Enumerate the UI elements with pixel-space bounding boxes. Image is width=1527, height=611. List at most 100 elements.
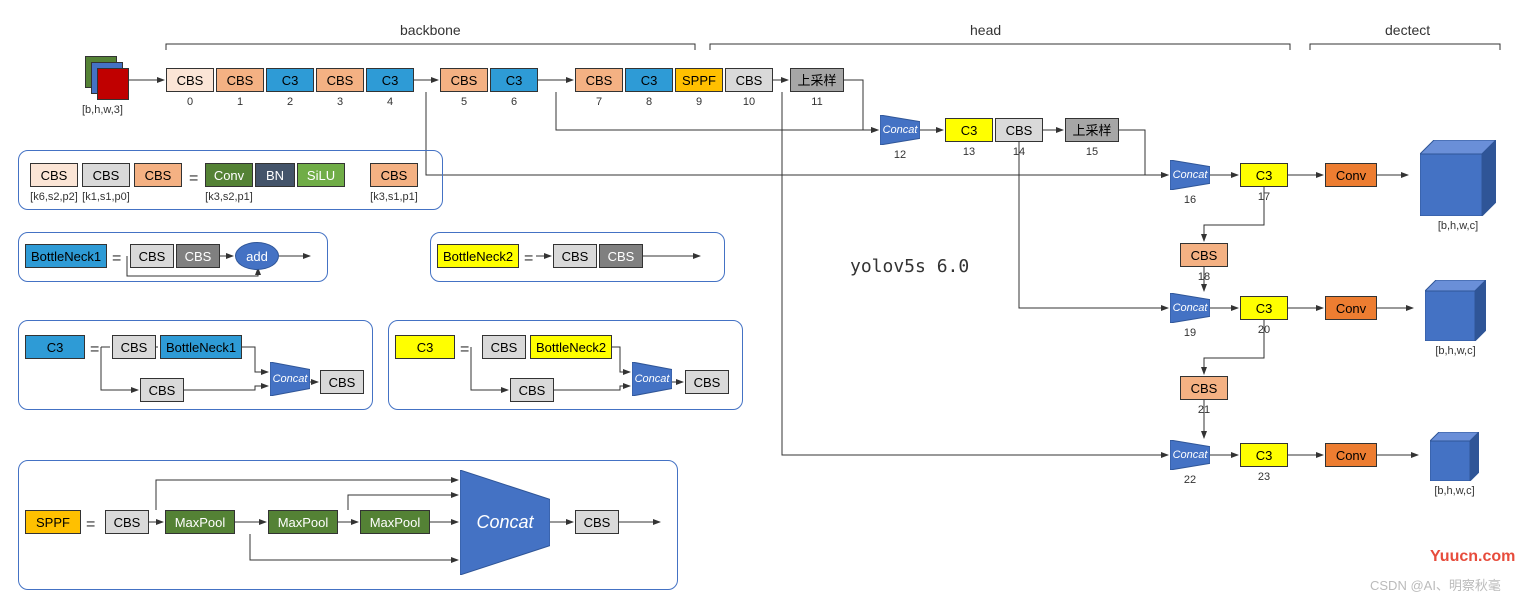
c3cyan-bn-bottleneck1: BottleNeck1 xyxy=(160,335,242,359)
block-index-15: 15 xyxy=(1065,146,1119,158)
backbone-block-6-c3: C3 xyxy=(490,68,538,92)
head-block-11-上采样: 上采样 xyxy=(790,68,844,92)
head-concat-19: Concat xyxy=(1170,293,1210,323)
block-index-19: 19 xyxy=(1170,327,1210,339)
output-cube-2-caption: [b,h,w,c] xyxy=(1430,485,1479,497)
block-index-20: 20 xyxy=(1240,324,1288,336)
bn1-cbs2-cbs: CBS xyxy=(176,244,220,268)
backbone-block-2-c3: C3 xyxy=(266,68,314,92)
bn1-eq: = xyxy=(112,250,121,268)
section-detect-label: dectect xyxy=(1385,22,1430,38)
cbs-legend-extra-sub: [k3,s1,p1] xyxy=(370,191,418,203)
bn2-cbs1-cbs: CBS xyxy=(553,244,597,268)
block-index-3: 3 xyxy=(316,96,364,108)
output-cube-1-caption: [b,h,w,c] xyxy=(1425,345,1486,357)
head-block-13-c3: C3 xyxy=(945,118,993,142)
head-concat-16: Concat xyxy=(1170,160,1210,190)
block-index-16: 16 xyxy=(1170,194,1210,206)
backbone-block-8-c3: C3 xyxy=(625,68,673,92)
watermark-yuucn: Yuucn.com xyxy=(1430,548,1515,566)
sppf-concat: Concat xyxy=(460,470,550,575)
c3-yellow-panel xyxy=(388,320,743,410)
backbone-block-10-cbs: CBS xyxy=(725,68,773,92)
block-index-7: 7 xyxy=(575,96,623,108)
sppf-cbs-in-cbs: CBS xyxy=(105,510,149,534)
block-index-1: 1 xyxy=(216,96,264,108)
block-index-17: 17 xyxy=(1240,191,1288,203)
head-block-14-cbs: CBS xyxy=(995,118,1043,142)
bn2-header-bottleneck2: BottleNeck2 xyxy=(437,244,519,268)
cbs-expand-silu: SiLU xyxy=(297,163,345,187)
cbs-legend-extra-cbs: CBS xyxy=(370,163,418,187)
block-index-11: 11 xyxy=(790,96,844,108)
bn2-eq: = xyxy=(524,250,533,268)
cbs-legend-sub: [k6,s2,p2] xyxy=(30,191,78,203)
c3yellow-cbs-out-cbs: CBS xyxy=(685,370,729,394)
block-index-4: 4 xyxy=(366,96,414,108)
c3yellow-header-c3: C3 xyxy=(395,335,455,359)
block-index-22: 22 xyxy=(1170,474,1210,486)
cbs-expand-conv: Conv xyxy=(205,163,253,187)
detect-conv-1-conv: Conv xyxy=(1325,296,1377,320)
backbone-block-1-cbs: CBS xyxy=(216,68,264,92)
c3cyan-cbs-top-cbs: CBS xyxy=(112,335,156,359)
c3yellow-cbs-bot-cbs: CBS xyxy=(510,378,554,402)
bn1-cbs1-cbs: CBS xyxy=(130,244,174,268)
block-index-9: 9 xyxy=(675,96,723,108)
block-index-0: 0 xyxy=(166,96,214,108)
head-concat-12: Concat xyxy=(880,115,920,145)
watermark-csdn: CSDN @AI、明察秋毫 xyxy=(1370,575,1501,594)
section-head-label: head xyxy=(970,22,1001,38)
sppf-mp2-maxpool: MaxPool xyxy=(268,510,338,534)
backbone-block-7-cbs: CBS xyxy=(575,68,623,92)
cbs-expand-sub: [k3,s2,p1] xyxy=(205,191,253,203)
cbs-legend-sub: [k1,s1,p0] xyxy=(82,191,130,203)
c3yellow-concat: Concat xyxy=(632,362,672,396)
sppf-mp3-maxpool: MaxPool xyxy=(360,510,430,534)
output-cube-1 xyxy=(1425,280,1486,341)
cbs-expand-bn: BN xyxy=(255,163,295,187)
head-block-23-c3: C3 xyxy=(1240,443,1288,467)
head-block-20-c3: C3 xyxy=(1240,296,1288,320)
head-concat-22: Concat xyxy=(1170,440,1210,470)
bn2-cbs2-cbs: CBS xyxy=(599,244,643,268)
backbone-block-9-sppf: SPPF xyxy=(675,68,723,92)
backbone-block-5-cbs: CBS xyxy=(440,68,488,92)
c3yellow-eq: = xyxy=(460,341,469,359)
sppf-header-sppf: SPPF xyxy=(25,510,81,534)
c3cyan-header-c3: C3 xyxy=(25,335,85,359)
block-index-18: 18 xyxy=(1180,271,1228,283)
backbone-block-3-cbs: CBS xyxy=(316,68,364,92)
head-block-15-上采样: 上采样 xyxy=(1065,118,1119,142)
sppf-eq: = xyxy=(86,516,95,534)
bn1-header-bottleneck1: BottleNeck1 xyxy=(25,244,107,268)
cbs-legend-cbs: CBS xyxy=(134,163,182,187)
output-cube-2 xyxy=(1430,432,1479,481)
sppf-mp1-maxpool: MaxPool xyxy=(165,510,235,534)
head-block-17-c3: C3 xyxy=(1240,163,1288,187)
backbone-block-0-cbs: CBS xyxy=(166,68,214,92)
bn1-add: add xyxy=(235,242,279,270)
cbs-legend-cbs: CBS xyxy=(30,163,78,187)
block-index-2: 2 xyxy=(266,96,314,108)
c3-cyan-panel xyxy=(18,320,373,410)
detect-conv-2-conv: Conv xyxy=(1325,443,1377,467)
block-index-5: 5 xyxy=(440,96,488,108)
c3cyan-eq: = xyxy=(90,341,99,359)
section-backbone-label: backbone xyxy=(400,22,461,38)
output-cube-0-caption: [b,h,w,c] xyxy=(1420,220,1496,232)
model-title: yolov5s 6.0 xyxy=(850,256,969,277)
cbs-legend-cbs: CBS xyxy=(82,163,130,187)
block-index-6: 6 xyxy=(490,96,538,108)
block-index-14: 14 xyxy=(995,146,1043,158)
output-cube-0 xyxy=(1420,140,1496,216)
c3yellow-cbs-top-cbs: CBS xyxy=(482,335,526,359)
cbs-eq: = xyxy=(189,170,198,188)
c3yellow-bn-bottleneck2: BottleNeck2 xyxy=(530,335,612,359)
block-index-23: 23 xyxy=(1240,471,1288,483)
block-index-21: 21 xyxy=(1180,404,1228,416)
block-index-10: 10 xyxy=(725,96,773,108)
head-block-21-cbs: CBS xyxy=(1180,376,1228,400)
detect-conv-0-conv: Conv xyxy=(1325,163,1377,187)
block-index-8: 8 xyxy=(625,96,673,108)
